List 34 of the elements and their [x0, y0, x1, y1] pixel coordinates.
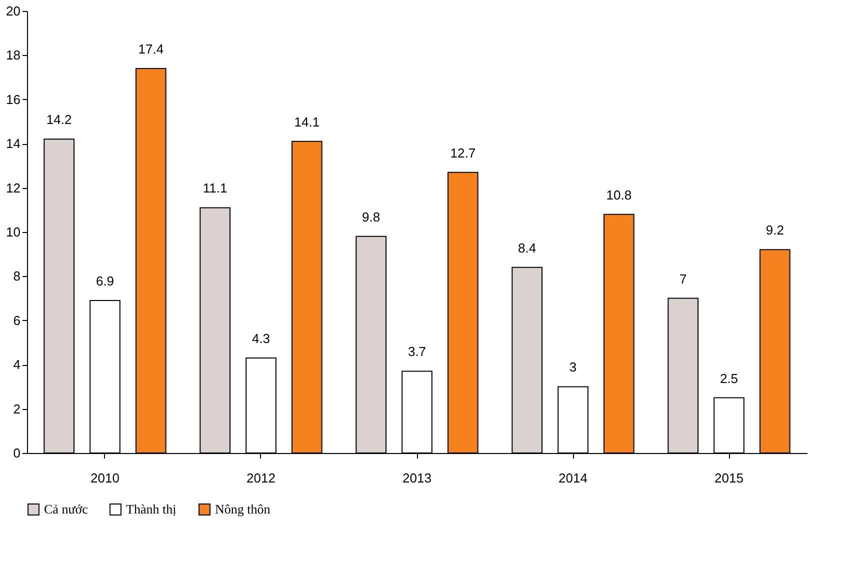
data-label: 10.8 — [606, 187, 632, 202]
legend-label: Nông thôn — [215, 502, 271, 517]
data-label: 4.3 — [252, 330, 270, 346]
data-label: 14.1 — [294, 114, 320, 130]
y-tick-label: 16 — [6, 92, 20, 107]
data-label: 8.4 — [518, 240, 536, 256]
data-label: 3.7 — [408, 344, 426, 360]
x-tick-label: 2012 — [246, 470, 276, 486]
y-tick-label: 8 — [13, 268, 20, 284]
y-tick-label: 20 — [6, 4, 20, 18]
data-label: 3 — [569, 360, 577, 375]
data-label: 7 — [679, 271, 687, 286]
y-tick-label: 6 — [13, 312, 20, 328]
data-label: 14.2 — [46, 112, 72, 128]
y-tick-label: 0 — [13, 446, 20, 460]
y-tick-label: 4 — [13, 357, 20, 372]
x-tick-label: 2014 — [558, 470, 588, 486]
legend-label: Cả nước — [44, 502, 88, 517]
y-tick-label: 14 — [6, 136, 20, 152]
x-tick-label: 2013 — [402, 470, 432, 486]
x-tick-label: 2015 — [714, 470, 744, 486]
data-label: 12.7 — [450, 145, 476, 160]
data-label: 9.8 — [362, 209, 380, 224]
data-label: 9.2 — [766, 222, 784, 238]
data-label: 6.9 — [96, 274, 114, 289]
x-tick-label: 2010 — [90, 470, 120, 486]
y-tick-label: 10 — [6, 224, 20, 240]
y-tick-label: 18 — [6, 48, 20, 63]
data-label: 2.5 — [720, 370, 738, 386]
data-label: 11.1 — [202, 180, 228, 196]
data-label: 17.4 — [138, 41, 164, 56]
y-tick-label: 2 — [13, 401, 20, 416]
legend-label: Thành thị — [126, 502, 177, 517]
y-tick-label: 12 — [6, 180, 20, 196]
